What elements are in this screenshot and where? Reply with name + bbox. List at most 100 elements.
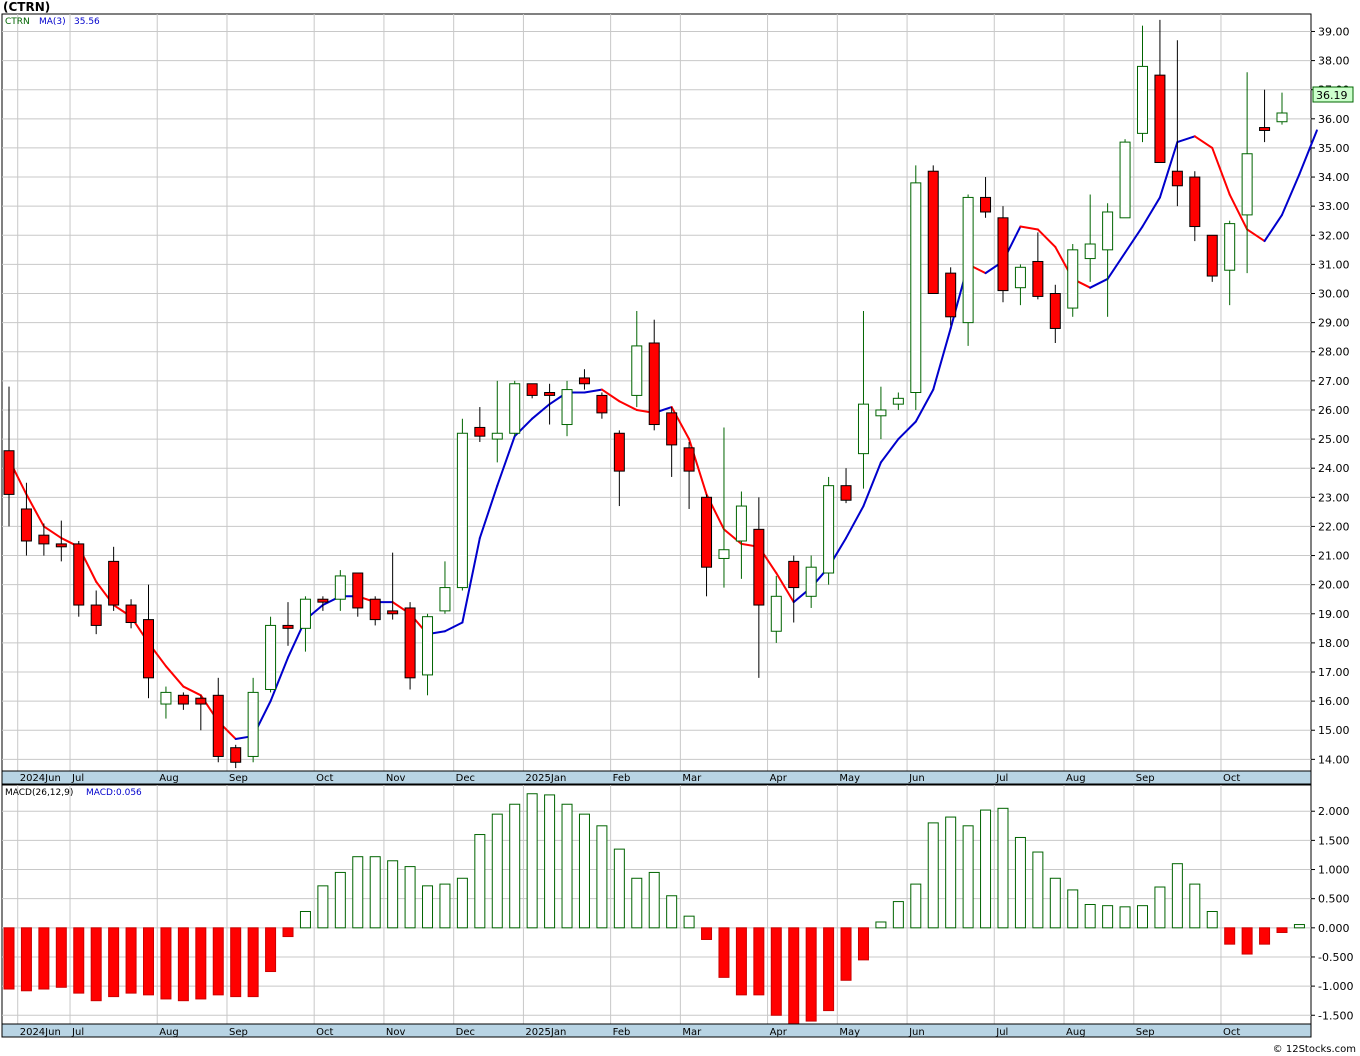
price-tick-label: 36.00 [1318,113,1350,126]
ma3-segment [269,656,290,703]
price-tick-label: 29.00 [1318,317,1350,330]
candle [439,561,451,614]
ma3-segment [1089,277,1109,289]
candle-body-down [753,528,765,606]
candle [73,540,85,617]
candle-body-down [387,610,399,615]
candle [1171,40,1183,207]
candle-body-up [892,397,904,405]
month-label: 2024Jun [20,1027,61,1038]
candle-body-down [73,543,85,606]
macd-tick-label: -1.000 [1318,980,1353,993]
candle-body-down [317,598,329,603]
candle [770,575,782,643]
macd-bar-negative [788,927,800,1025]
candle [369,596,381,626]
candle [892,392,904,410]
ma3-segment [478,484,499,540]
macd-bar-positive [596,825,608,929]
price-tick-label: 14.00 [1318,753,1350,766]
price-tick-label: 33.00 [1318,200,1350,213]
macd-bar-negative [177,927,189,1002]
price-tick-label: 27.00 [1318,375,1350,388]
macd-bar-positive [526,793,538,929]
month-label: Aug [159,773,179,784]
candle [1259,89,1271,143]
candle-body-down [282,624,294,629]
ma3-segment [443,621,464,633]
macd-bar-positive [648,871,660,929]
candle [927,165,939,295]
macd-bar-negative [125,927,137,994]
last-price-box [1312,86,1354,103]
macd-bar-positive [683,915,695,929]
candle-body-up [823,485,835,574]
candle [980,177,992,218]
month-label: Jul [71,773,84,784]
candle [1067,244,1079,317]
price-tick-label: 34.00 [1318,171,1350,184]
candle [1224,220,1236,306]
ma3-segment [1158,141,1179,199]
candle-body-down [143,619,155,679]
candle-body-down [578,377,590,385]
month-label: May [839,773,860,784]
price-tick-label: 22.00 [1318,520,1350,533]
price-tick-label: 25.00 [1318,433,1350,446]
month-label: 2024Jun [20,773,61,784]
candle [387,552,399,620]
candle [875,386,887,440]
macd-bar-positive [927,822,939,929]
month-label: Jul [995,1027,1008,1038]
candle [823,476,835,585]
candle [404,602,416,690]
price-tick-label: 21.00 [1318,550,1350,563]
macd-bar-negative [38,927,50,990]
candle-body-up [561,389,573,426]
macd-bar-negative [753,927,765,996]
candle [1136,25,1148,143]
macd-bar-positive [1293,924,1305,929]
macd-bar-positive [1171,863,1183,929]
macd-bar-negative [701,927,713,940]
ma3-segment [879,438,900,464]
macd-bar-positive [404,866,416,929]
ma3-segment [845,505,865,540]
price-legend-ma-value: 35.56 [74,17,100,27]
candle [1154,19,1166,163]
macd-bar-positive [369,856,381,929]
candle-body-down [596,394,608,414]
macd-tick-label: 0.500 [1318,893,1350,906]
candle-body-up [422,616,434,676]
macd-bar-positive [509,803,521,929]
ma3-segment [600,388,621,403]
month-label: Sep [1136,1027,1155,1038]
ma3-segment [531,403,551,420]
candle [1241,72,1253,274]
macd-bar-positive [631,877,643,929]
candle [526,383,538,399]
macd-bar-positive [1032,851,1044,929]
macd-bar-positive [299,910,311,929]
macd-bar-negative [55,927,67,988]
candle [55,520,67,562]
month-label: Apr [770,773,788,784]
macd-bar-positive [544,794,556,929]
price-tick-label: 32.00 [1318,229,1350,242]
price-tick-label: 16.00 [1318,695,1350,708]
ma3-segment [618,400,638,411]
candle [20,482,32,556]
ma3-segment [25,493,45,528]
month-label: Dec [456,773,475,784]
macd-bar-positive [317,885,329,929]
candle [509,380,521,437]
candle [143,584,155,699]
candle [282,602,294,646]
macd-tick-label: 0.000 [1318,922,1350,935]
macd-bar-negative [1224,927,1236,945]
candle-body-down [701,496,713,568]
macd-bar-negative [735,927,747,996]
ma3-segment [862,461,882,508]
candle-body-up [1119,141,1131,219]
candle-body-down [1206,234,1218,277]
